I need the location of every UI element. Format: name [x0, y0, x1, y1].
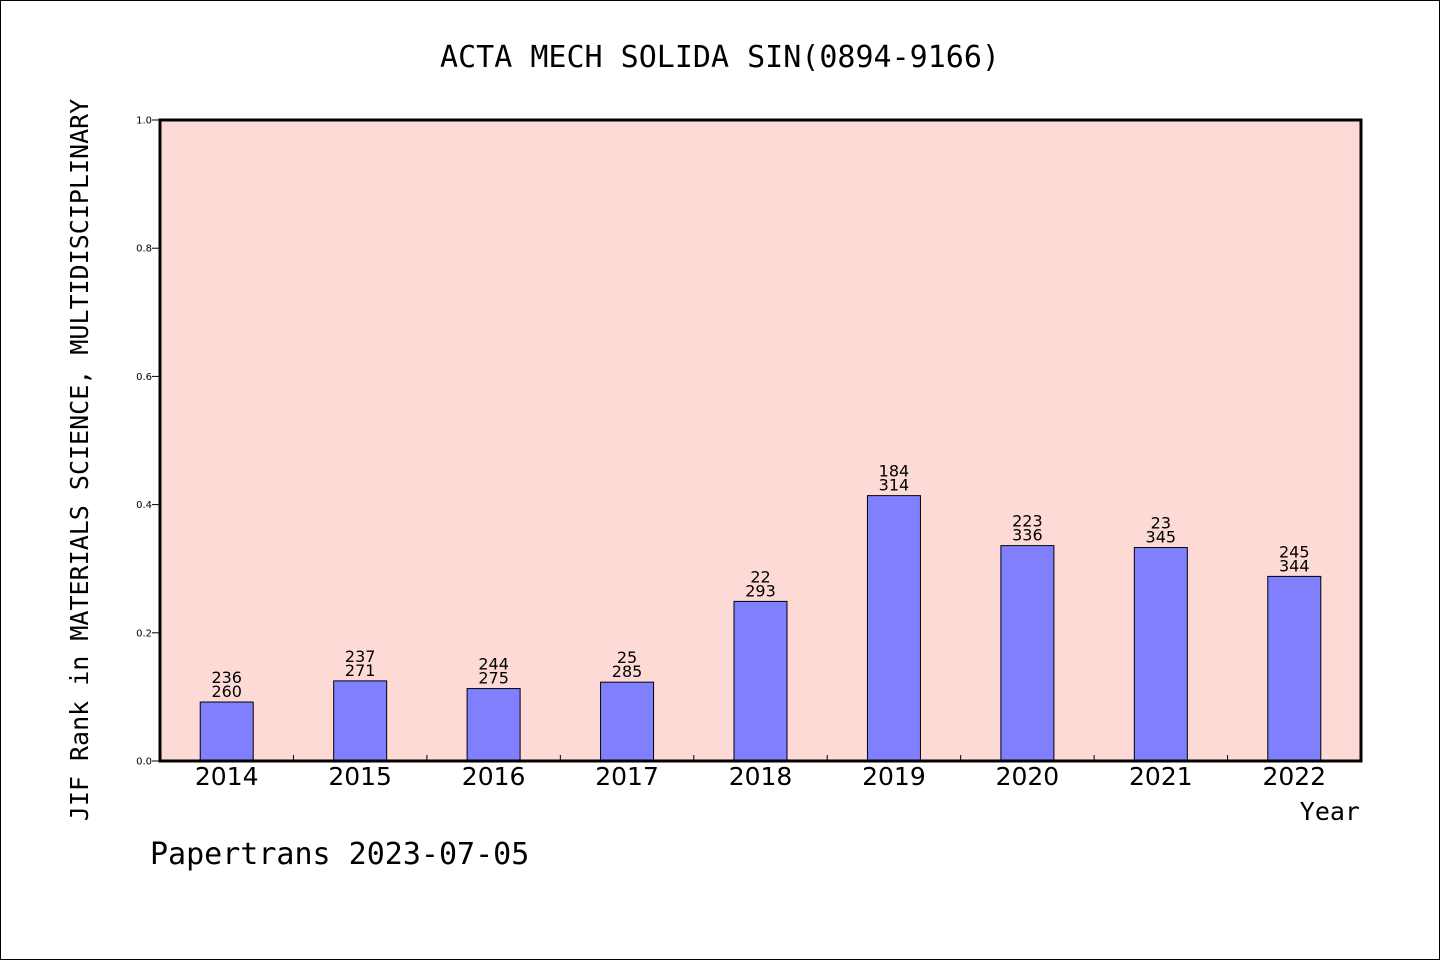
plot-border — [158, 118, 1363, 763]
bar-label-bottom: 344 — [1279, 556, 1310, 575]
bar-label-top: 22 — [750, 567, 770, 586]
bar-label-top: 236 — [211, 668, 242, 687]
bar-label-top: 23 — [1151, 514, 1171, 533]
y-tick-label: 0.0 — [136, 757, 152, 768]
y-axis-label: JIF Rank in MATERIALS SCIENCE, MULTIDISC… — [65, 99, 94, 821]
bar-label-bottom: 260 — [211, 682, 242, 701]
bar-2019 — [866, 495, 921, 762]
bar-label-bottom: 285 — [612, 662, 643, 681]
footer-watermark: Papertrans 2023-07-05 — [150, 837, 529, 872]
x-tick-label: 2016 — [462, 762, 526, 791]
x-tick-label: 2018 — [729, 762, 793, 791]
y-tick-label: 0.2 — [136, 628, 152, 639]
bar-2018 — [733, 600, 788, 762]
x-tick-label: 2019 — [862, 762, 926, 791]
bar-2016 — [466, 688, 521, 762]
bar-2020 — [1000, 545, 1055, 762]
bar-label-top: 184 — [879, 462, 910, 481]
bar-label-bottom: 345 — [1146, 528, 1177, 547]
bar-label-bottom: 336 — [1012, 526, 1043, 545]
chart-title: ACTA MECH SOLIDA SIN(0894-9166) — [440, 40, 1000, 75]
x-tick-label: 2014 — [195, 762, 259, 791]
y-tick-label: 0.6 — [136, 372, 152, 383]
x-tick-label: 2021 — [1129, 762, 1193, 791]
y-tick-label: 0.8 — [136, 244, 152, 255]
x-axis: 2014 2015 2016 2017 2018 2019 2020 2021 2022 — [195, 755, 1326, 791]
bar-label-bottom: 314 — [879, 476, 910, 495]
bar-label-top: 245 — [1279, 542, 1310, 561]
bar-label-top: 25 — [617, 648, 637, 667]
bar-2017 — [600, 681, 655, 762]
y-axis: 0.0 0.2 0.4 0.6 0.8 1.0 — [136, 116, 160, 768]
bar-label-bottom: 293 — [745, 581, 776, 600]
bar-label-bottom: 271 — [345, 661, 376, 680]
x-tick-label: 2022 — [1262, 762, 1326, 791]
x-axis-label: Year — [1300, 797, 1360, 826]
x-tick-label: 2020 — [996, 762, 1060, 791]
bar-2022 — [1267, 575, 1322, 762]
bar-2014 — [199, 701, 254, 762]
bar-label-top: 237 — [345, 647, 376, 666]
y-tick-label: 1.0 — [136, 116, 152, 127]
x-tick-label: 2015 — [328, 762, 392, 791]
bar-label-top: 244 — [478, 655, 509, 674]
bar-2015 — [333, 680, 388, 762]
bar-label-bottom: 275 — [478, 669, 509, 688]
bar-label-top: 223 — [1012, 512, 1043, 531]
x-tick-label: 2017 — [595, 762, 659, 791]
bar-2021 — [1133, 547, 1188, 762]
y-tick-label: 0.4 — [136, 500, 152, 511]
